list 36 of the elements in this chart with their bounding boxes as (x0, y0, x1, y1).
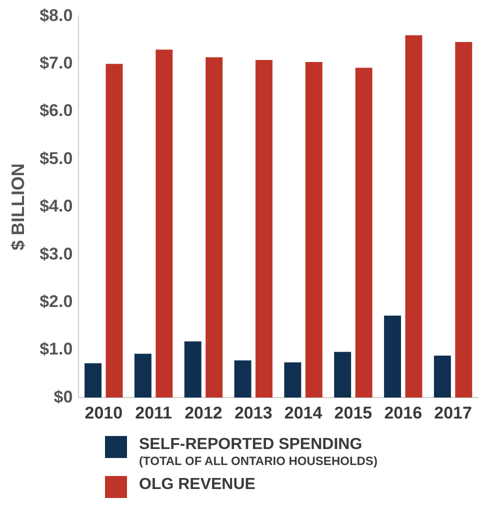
bar (284, 362, 302, 398)
y-tick-label: $3.0 (40, 244, 73, 264)
bar (84, 363, 102, 398)
y-tick-label: $8.0 (40, 6, 73, 25)
legend-label: SELF-REPORTED SPENDING (TOTAL OF ALL ONTARIO HOUSEHOLDS) (139, 436, 378, 470)
y-tick-label: $1.0 (40, 340, 73, 359)
y-axis-title: $ BILLION (8, 163, 28, 250)
bar (184, 341, 202, 398)
bar (156, 50, 173, 398)
bar (305, 62, 322, 398)
x-tick-label: 2011 (135, 403, 172, 422)
bar (434, 356, 451, 398)
bar (384, 316, 402, 398)
legend-label: OLG REVENUE (139, 476, 256, 493)
y-tick-label: $2.0 (40, 292, 73, 311)
x-tick-label: 2013 (234, 403, 272, 422)
y-tick-label: $7.0 (40, 54, 73, 73)
x-tick-label: 2015 (334, 403, 372, 422)
y-tick-label: $0 (54, 387, 73, 406)
x-tick-label: 2010 (84, 403, 123, 422)
bar (334, 352, 352, 398)
bar (355, 68, 372, 398)
bar (106, 64, 123, 398)
bar (455, 42, 472, 398)
x-tick-label: 2017 (434, 403, 472, 422)
bar (206, 57, 223, 398)
bar (405, 35, 422, 398)
y-tick-label: $4.0 (40, 196, 73, 216)
bar (256, 60, 272, 398)
y-tick-label: $5.0 (40, 148, 73, 168)
bar (134, 354, 152, 398)
bar (234, 360, 252, 398)
x-tick-label: 2014 (284, 403, 323, 422)
y-tick-label: $6.0 (40, 101, 73, 120)
x-tick-label: 2016 (384, 403, 422, 422)
x-tick-label: 2012 (184, 403, 222, 422)
